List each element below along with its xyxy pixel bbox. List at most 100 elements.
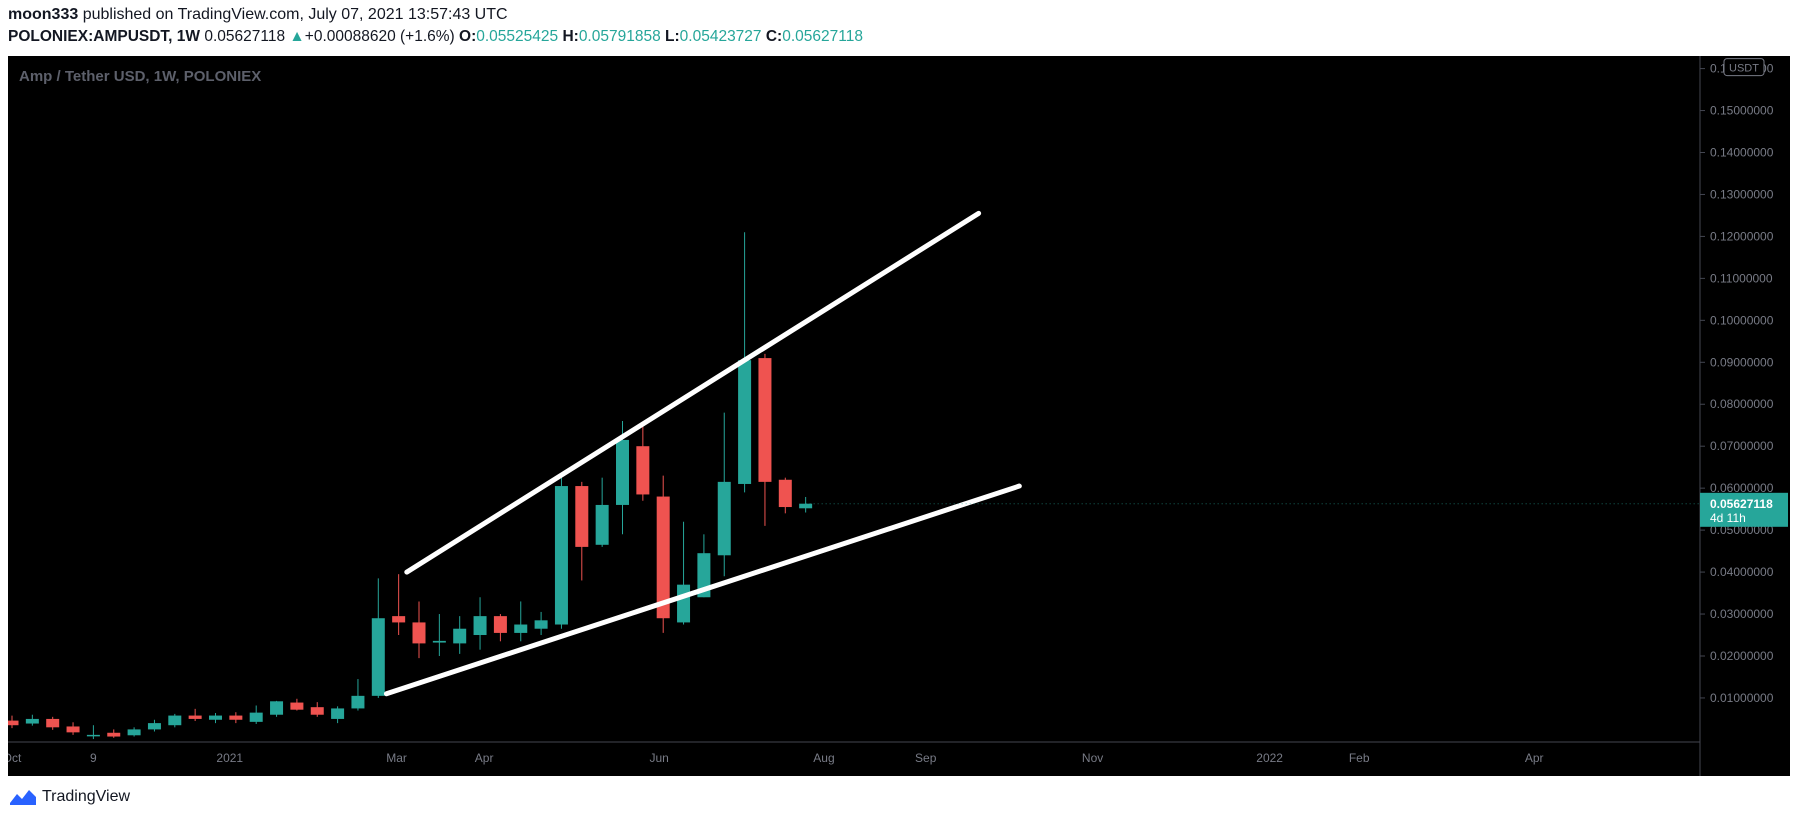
candle-body (270, 701, 284, 715)
x-tick-label: Sep (915, 751, 937, 765)
y-tick-label: 0.08000000 (1710, 397, 1774, 411)
author-name[interactable]: moon333 (8, 6, 79, 23)
change-value: +0.00088620 (+1.6%) (304, 28, 455, 45)
candle (717, 412, 731, 577)
change-arrow-icon: ▲ (289, 28, 305, 45)
close-label: C: (765, 28, 783, 45)
candle-body (677, 584, 691, 623)
candle-body (575, 486, 589, 547)
y-tick-label: 0.07000000 (1710, 439, 1774, 453)
candle-body (392, 616, 406, 623)
last-price-box (1700, 492, 1788, 527)
candle (270, 700, 284, 717)
candle (575, 481, 589, 581)
candle-body (331, 708, 345, 719)
y-axis[interactable]: 0.01000000 0.02000000 0.03000000 0.04000000… (1699, 56, 1774, 776)
high-label: H: (562, 28, 579, 45)
candle-body (86, 734, 100, 737)
y-tick-label: 0.13000000 (1710, 187, 1774, 201)
candle-body (738, 360, 752, 484)
candle-body (595, 504, 609, 545)
candle (371, 578, 385, 698)
candle-body (432, 640, 446, 643)
footer-brand[interactable]: TradingView (8, 786, 130, 808)
currency-label: USDT (1729, 63, 1759, 75)
y-tick-label: 0.09000000 (1710, 355, 1774, 369)
currency-badge[interactable] (1723, 58, 1765, 77)
trendline-upper[interactable] (404, 210, 982, 575)
candle (758, 353, 772, 526)
low-label: L: (665, 28, 680, 45)
candle (534, 611, 548, 636)
candle (595, 477, 609, 547)
high-value: 0.05791858 (578, 28, 661, 45)
candle (554, 475, 568, 629)
candle-body (209, 715, 222, 720)
symbol-label: POLONIEX:AMPUSDT, 1W (8, 28, 201, 45)
price-chart[interactable]: Amp / Tether USD, 1W, POLONIEX Oct 9 2021 M… (8, 56, 1790, 776)
candle-body (310, 707, 324, 715)
y-tick-label: 0.03000000 (1710, 607, 1774, 621)
trendlines[interactable] (383, 210, 1022, 697)
x-tick-label: 2022 (1256, 751, 1283, 765)
candle-body (758, 358, 772, 482)
candle-body (188, 715, 202, 719)
ohlc-header: POLONIEX:AMPUSDT, 1W 0.05627118 ▲+0.0008… (8, 28, 863, 46)
brand-name: TradingView (42, 788, 131, 805)
candle-body (46, 718, 60, 728)
candle-body (66, 726, 80, 733)
open-label: O: (459, 28, 477, 45)
x-tick-label: Aug (813, 751, 834, 765)
candle-body (249, 712, 263, 722)
candle-body (493, 616, 507, 633)
candle (25, 714, 39, 726)
y-tick-label: 0.04000000 (1710, 565, 1774, 579)
candle (229, 712, 243, 724)
y-tick-label: 0.15000000 (1710, 104, 1774, 118)
candle (8, 715, 19, 729)
y-tick-label: 0.02000000 (1710, 649, 1774, 663)
candle (473, 597, 487, 650)
chart-title: Amp / Tether USD, 1W, POLONIEX (19, 68, 261, 85)
candle (453, 616, 467, 654)
low-value: 0.05423727 (679, 28, 762, 45)
candle (656, 475, 670, 633)
candle (127, 727, 141, 737)
close-value: 0.05627118 (782, 28, 863, 45)
y-tick-label: 0.10000000 (1710, 313, 1774, 327)
candle (514, 601, 528, 642)
candle-body (534, 620, 548, 629)
candle (168, 713, 182, 728)
candle (107, 729, 121, 738)
x-tick-label: Jun (649, 751, 668, 765)
candle-body (453, 628, 467, 644)
candle (616, 421, 629, 535)
candle-body (351, 695, 365, 709)
candle (46, 716, 60, 730)
y-tick-label: 0.14000000 (1710, 146, 1774, 160)
candle-body (8, 720, 19, 726)
candle-body (107, 732, 121, 737)
candle (209, 713, 222, 724)
y-tick-label: 0.12000000 (1710, 229, 1774, 243)
x-axis[interactable]: Oct 9 2021 Mar Apr Jun Aug Sep Nov 2022 Feb Apr (8, 741, 1700, 765)
candle-body (656, 496, 670, 619)
x-tick-label: Mar (386, 751, 407, 765)
candle-body (412, 622, 426, 644)
candle-body (473, 616, 487, 636)
candle (351, 679, 365, 711)
candle (432, 614, 446, 656)
x-tick-label: Feb (1349, 751, 1370, 765)
candle-body (636, 446, 650, 495)
x-tick-label: Nov (1082, 751, 1103, 765)
candle (310, 702, 324, 717)
trendline-lower[interactable] (383, 483, 1022, 697)
publish-info: moon333 published on TradingView.com, Ju… (8, 6, 508, 24)
candle-body (25, 718, 39, 724)
publish-text: published on TradingView.com, July 07, 2… (82, 6, 508, 23)
y-tick-label: 0.11000000 (1710, 271, 1773, 285)
y-tick-label: 0.01000000 (1710, 691, 1774, 705)
last-price: 0.05627118 (204, 28, 286, 45)
candle (493, 614, 507, 642)
candle (290, 698, 304, 711)
